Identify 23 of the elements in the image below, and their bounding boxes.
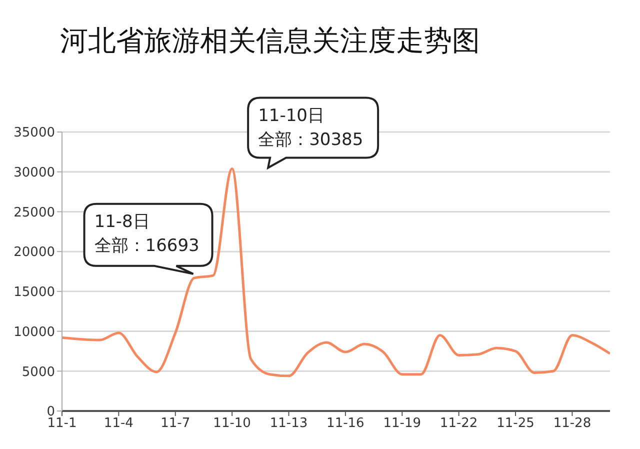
- x-tick-label: 11-1: [47, 416, 77, 432]
- chart-title: 河北省旅游相关信息关注度走势图: [60, 23, 480, 59]
- y-tick-label: 15000: [14, 285, 55, 300]
- line-series: [62, 168, 610, 378]
- x-tick-label: 11-4: [104, 416, 134, 432]
- x-tick-label: 11-16: [326, 416, 364, 432]
- annotation: 11-8日: [94, 212, 150, 232]
- x-tick-label: 11-7: [160, 416, 190, 432]
- annotation: 全部：16693: [94, 236, 200, 256]
- y-tick-label: 25000: [14, 205, 55, 220]
- y-tick-label: 20000: [14, 245, 55, 260]
- annotation: 全部：30385: [258, 130, 364, 150]
- y-tick-label: 5000: [22, 364, 55, 380]
- x-tick-label: 11-25: [496, 416, 534, 432]
- x-tick-label: 11-28: [553, 416, 592, 432]
- y-tick-label: 30000: [14, 165, 55, 180]
- x-tick-label: 11-19: [383, 416, 422, 432]
- x-tick-label: 11-13: [270, 416, 308, 432]
- text: 11-10日: [258, 106, 324, 126]
- x-tick-label: 11-22: [440, 416, 478, 432]
- y-tick-label: 10000: [14, 324, 55, 340]
- x-tick-label: 11-10: [213, 416, 251, 432]
- y-tick-label: 35000: [14, 126, 55, 141]
